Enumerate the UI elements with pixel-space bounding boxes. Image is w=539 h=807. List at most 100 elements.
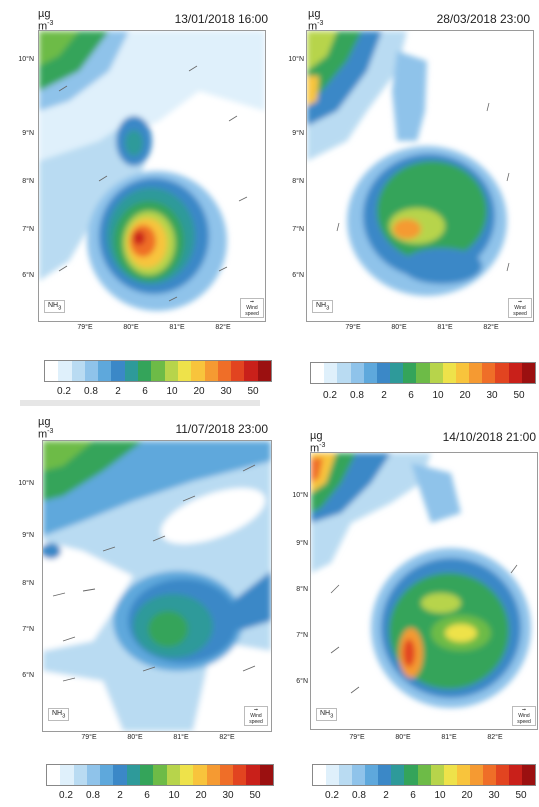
colorbar-tick: 10 xyxy=(434,790,446,801)
wind-key: ➞ Wind speed xyxy=(508,298,532,318)
colorbar-tick: 30 xyxy=(486,390,498,401)
lat-tick: 8°N xyxy=(22,580,34,587)
colorbar-swatch xyxy=(166,765,180,785)
colorbar-tick: 30 xyxy=(488,790,500,801)
colorbar-tick: 0.8 xyxy=(84,386,98,397)
colorbar-tick: 6 xyxy=(408,390,414,401)
unit-label: µg m-3 xyxy=(38,416,54,441)
lon-tick: 82°E xyxy=(487,734,503,741)
wind-arrow-icon: ➞ xyxy=(517,299,523,305)
colorbar-tick: 0.2 xyxy=(57,386,71,397)
colorbar-tick: 30 xyxy=(220,386,232,397)
lat-tick: 8°N xyxy=(292,178,304,185)
colorbar-swatch xyxy=(522,765,536,785)
panel-datetime: 11/07/2018 23:00 xyxy=(175,422,268,436)
lon-tick: 80°E xyxy=(395,734,411,741)
lat-tick: 10°N xyxy=(292,492,308,499)
colorbar-swatch xyxy=(416,363,430,383)
colorbar-swatch xyxy=(153,765,167,785)
colorbar-swatch xyxy=(193,765,207,785)
colorbar xyxy=(312,764,536,786)
colorbar-swatch xyxy=(365,765,379,785)
colorbar-swatch xyxy=(482,765,496,785)
colorbar-swatch xyxy=(191,361,205,381)
wind-key: ➞ Wind speed xyxy=(240,298,264,318)
lat-tick: 7°N xyxy=(22,626,34,633)
colorbar-swatch xyxy=(84,361,99,381)
wind-arrow-icon: ➞ xyxy=(253,707,259,713)
lon-tick: 79°E xyxy=(77,324,93,331)
colorbar-swatch xyxy=(217,361,232,381)
lon-tick: 79°E xyxy=(81,734,97,741)
unit-label: µg m-3 xyxy=(310,430,326,455)
colorbar-swatch xyxy=(231,361,245,381)
colorbar-swatch xyxy=(404,765,418,785)
colorbar-swatch xyxy=(326,765,340,785)
lat-tick: 8°N xyxy=(296,586,308,593)
colorbar xyxy=(44,360,272,382)
colorbar-swatch xyxy=(352,765,366,785)
colorbar-tick: 2 xyxy=(383,790,389,801)
lat-tick: 6°N xyxy=(22,272,34,279)
colorbar-tick: 50 xyxy=(515,790,527,801)
lat-tick: 9°N xyxy=(22,130,34,137)
colorbar-swatch xyxy=(58,361,72,381)
lon-tick: 81°E xyxy=(441,734,457,741)
colorbar-swatch xyxy=(482,363,496,383)
colorbar-swatch xyxy=(206,765,220,785)
colorbar-tick: 0.2 xyxy=(323,390,337,401)
colorbar-swatch xyxy=(508,765,522,785)
lon-tick: 79°E xyxy=(349,734,365,741)
colorbar-tick: 50 xyxy=(247,386,259,397)
colorbar-swatch xyxy=(350,363,364,383)
lon-tick: 79°E xyxy=(345,324,361,331)
colorbar-swatch xyxy=(86,765,101,785)
colorbar-swatch xyxy=(455,363,470,383)
colorbar-tick: 20 xyxy=(459,390,471,401)
lat-tick: 10°N xyxy=(18,480,34,487)
colorbar-swatch xyxy=(124,361,139,381)
colorbar-swatch xyxy=(311,363,325,383)
colorbar-swatch xyxy=(100,765,114,785)
colorbar-tick: 2 xyxy=(381,390,387,401)
colorbar-swatch xyxy=(508,363,522,383)
colorbar-swatch xyxy=(390,363,404,383)
colorbar-tick: 20 xyxy=(195,790,207,801)
colorbar-swatch xyxy=(259,765,274,785)
lat-tick: 6°N xyxy=(296,678,308,685)
colorbar-tick: 0.8 xyxy=(352,790,366,801)
colorbar-swatch xyxy=(378,765,392,785)
colorbar-swatch xyxy=(179,765,194,785)
concentration-map xyxy=(310,452,538,730)
colorbar-tick: 6 xyxy=(142,386,148,397)
colorbar-swatch xyxy=(376,363,391,383)
colorbar-tick: 20 xyxy=(461,790,473,801)
colorbar-swatch xyxy=(403,363,417,383)
colorbar-swatch xyxy=(71,361,85,381)
colorbar-tick: 50 xyxy=(249,790,261,801)
colorbar-swatch xyxy=(443,765,457,785)
lat-tick: 6°N xyxy=(292,272,304,279)
lat-tick: 7°N xyxy=(292,226,304,233)
colorbar-tick: 30 xyxy=(222,790,234,801)
colorbar-swatch xyxy=(363,363,377,383)
lat-tick: 9°N xyxy=(292,130,304,137)
colorbar-tick: 2 xyxy=(115,386,121,397)
colorbar-swatch xyxy=(151,361,165,381)
colorbar-swatch xyxy=(324,363,338,383)
lon-tick: 82°E xyxy=(215,324,231,331)
panel-datetime: 13/01/2018 16:00 xyxy=(174,12,268,26)
colorbar-swatch xyxy=(138,361,152,381)
colorbar-swatch xyxy=(339,765,353,785)
wind-key: ➞ Wind speed xyxy=(244,706,268,726)
colorbar-tick: 2 xyxy=(117,790,123,801)
colorbar-tick: 50 xyxy=(513,390,525,401)
colorbar-tick: 6 xyxy=(410,790,416,801)
lon-tick: 82°E xyxy=(219,734,235,741)
colorbar-swatch xyxy=(164,361,178,381)
lon-tick: 82°E xyxy=(483,324,499,331)
colorbar-swatch xyxy=(244,361,258,381)
lon-tick: 81°E xyxy=(173,734,189,741)
colorbar-swatch xyxy=(47,765,61,785)
concentration-map xyxy=(306,30,534,322)
